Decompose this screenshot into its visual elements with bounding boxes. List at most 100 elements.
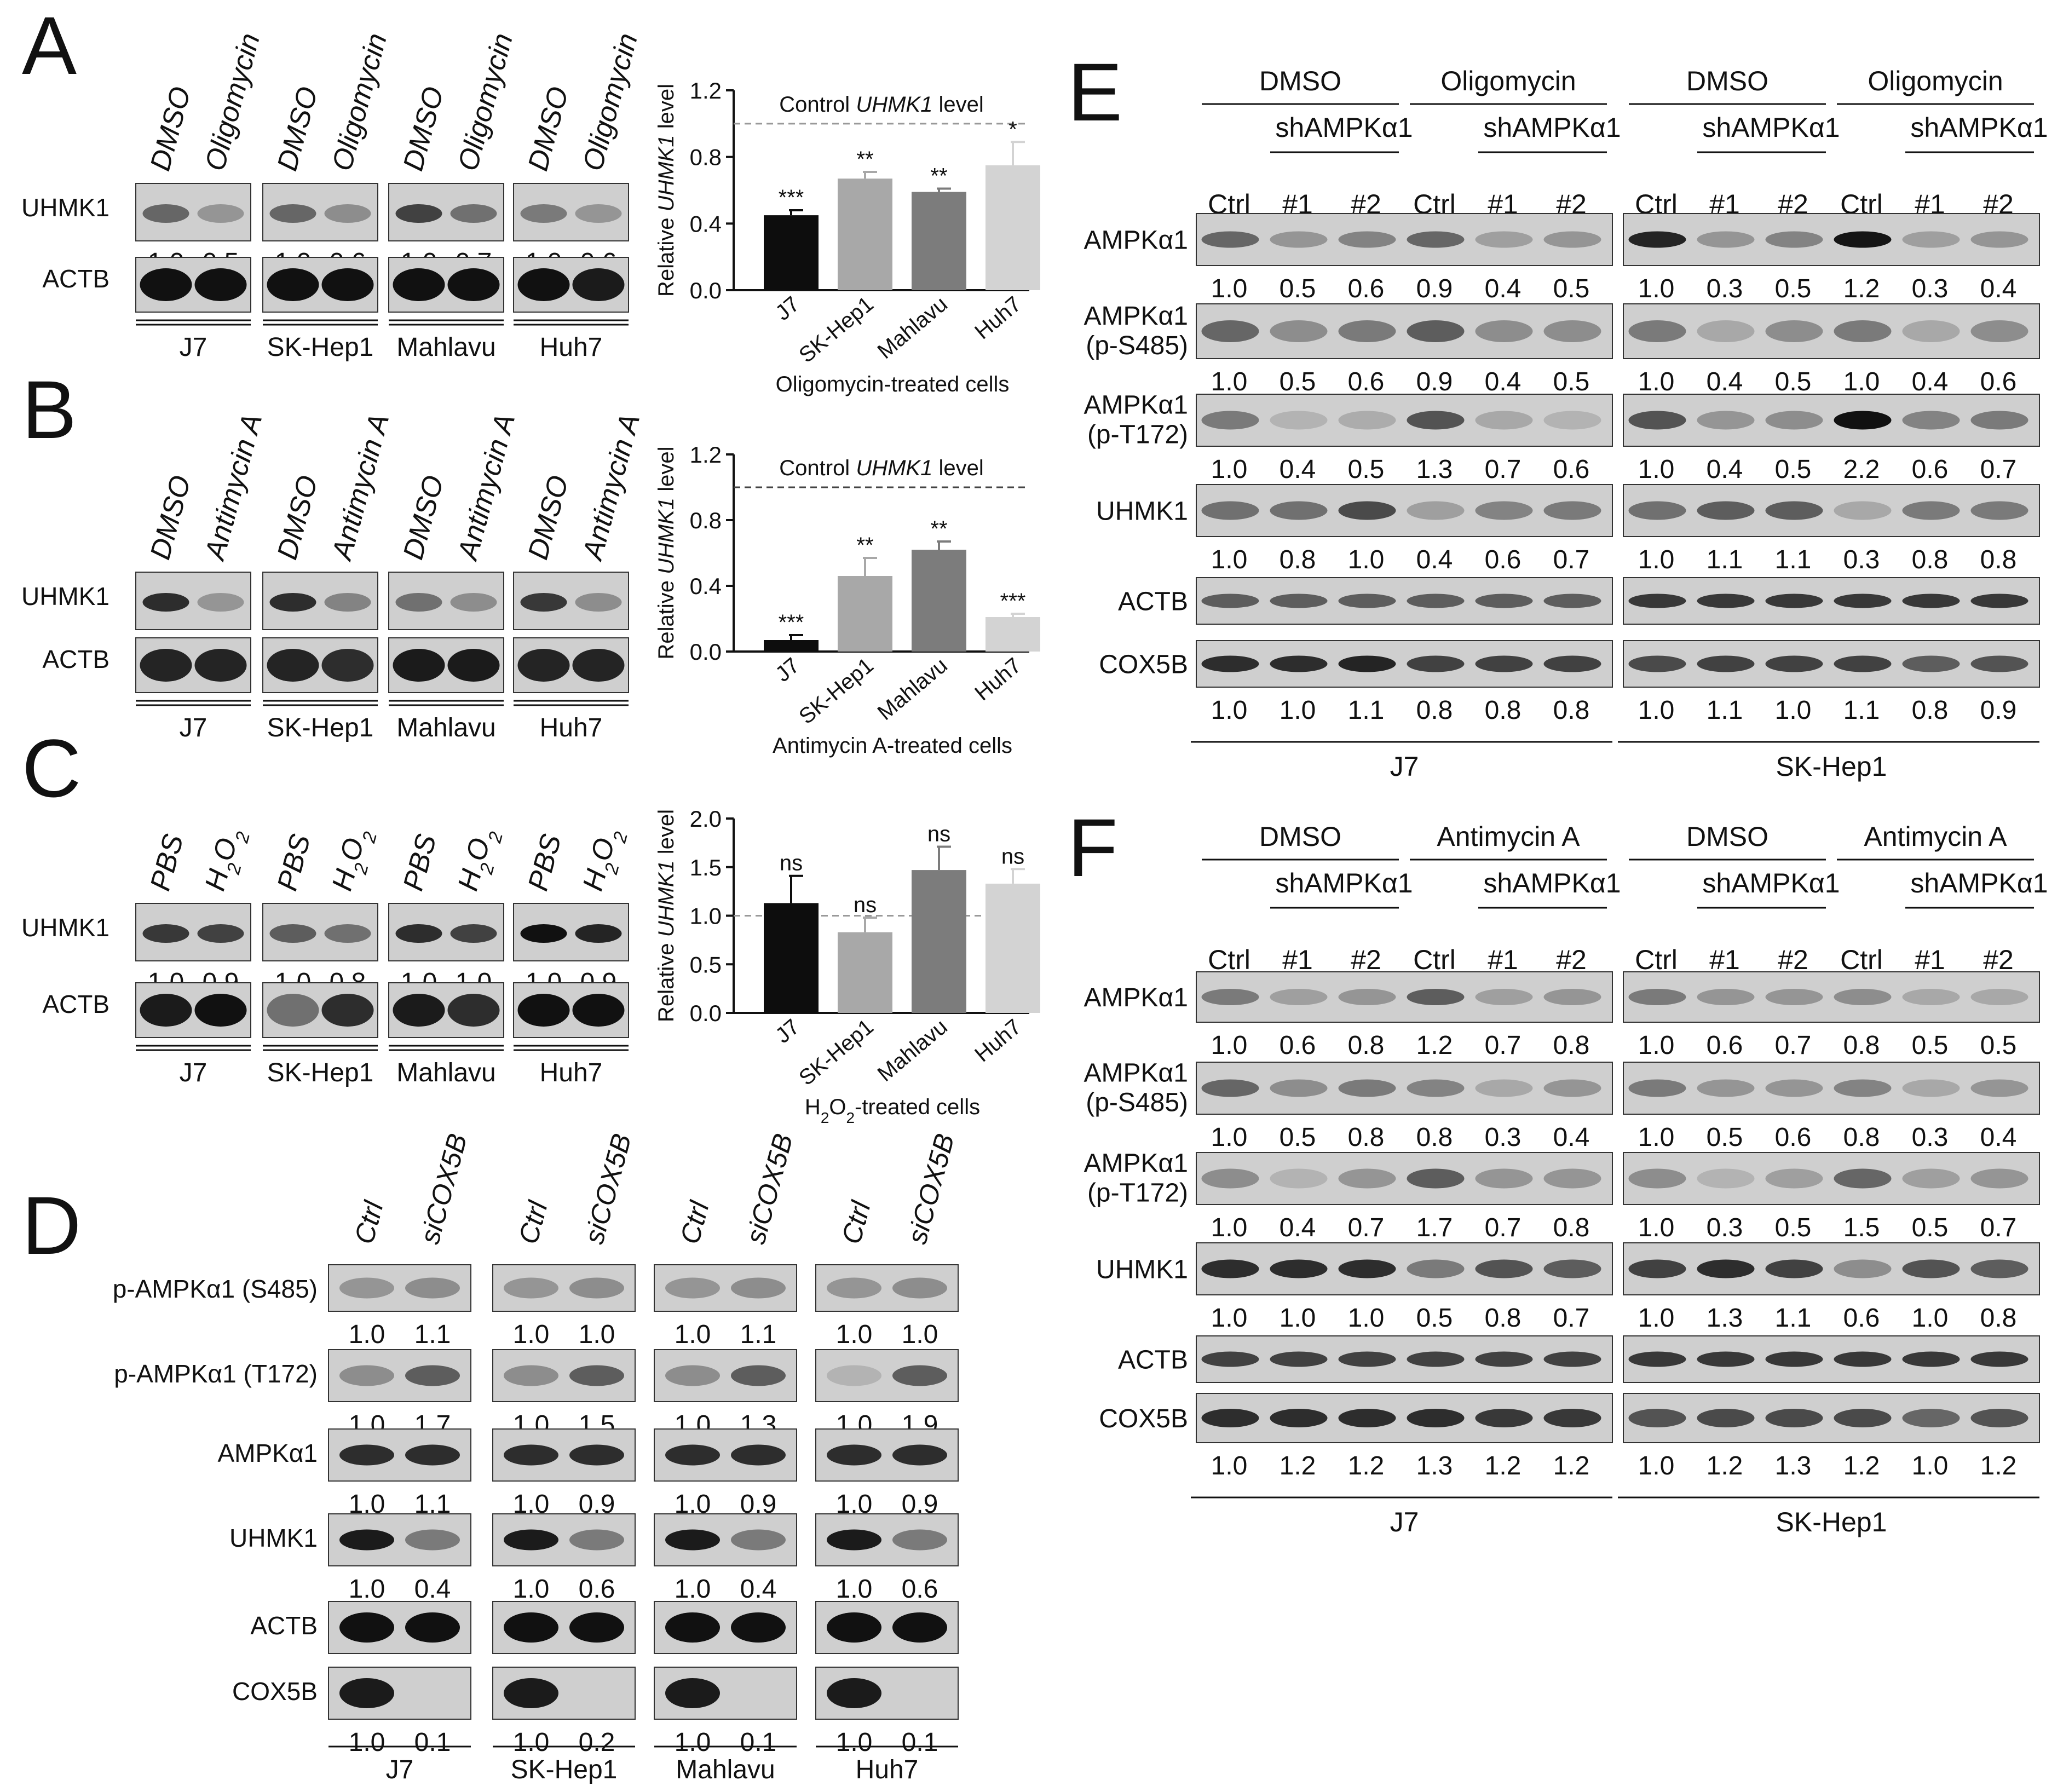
band-actb <box>321 994 374 1027</box>
band <box>1834 411 1892 430</box>
quant-value: 1.0 <box>1211 1213 1248 1242</box>
row-label: AMPKα1 <box>1084 391 1188 420</box>
quant-value: 0.5 <box>1280 274 1316 303</box>
band <box>827 1529 881 1551</box>
lane-label: #1 <box>1488 944 1518 975</box>
quant-value: 0.7 <box>1485 455 1522 484</box>
quant-value: 1.3 <box>1707 1304 1743 1333</box>
y-axis-label: Relative UHMK1 level <box>654 446 678 659</box>
band <box>1628 655 1686 672</box>
quant-value: 0.7 <box>1348 1213 1385 1242</box>
blot-row <box>1196 1335 1613 1383</box>
quant-value: 0.3 <box>1485 1123 1522 1152</box>
blot-0 <box>328 1264 471 1312</box>
blot-row <box>1623 1152 2040 1205</box>
quant-value: 0.5 <box>1775 1213 1812 1242</box>
band-actb <box>267 994 319 1027</box>
row-label-uhmk1: UHMK1 <box>21 913 109 942</box>
band <box>892 1365 947 1386</box>
band-actb <box>140 994 192 1027</box>
band <box>1543 1168 1601 1189</box>
y-tick-label: 1.0 <box>690 903 722 929</box>
band <box>1201 231 1259 248</box>
quant-value: 1.2 <box>1416 1031 1453 1060</box>
quant-value: 0.6 <box>1843 1304 1880 1333</box>
y-tick-label: 1.2 <box>690 78 722 103</box>
band <box>892 1277 947 1299</box>
lane-label: Ctrl <box>1840 944 1883 975</box>
bar <box>764 215 819 290</box>
quant-value: 0.7 <box>1485 1031 1522 1060</box>
band <box>1543 411 1601 430</box>
blot-row <box>1623 394 2040 447</box>
quant-value: 0.5 <box>1980 1031 2017 1060</box>
band <box>827 1612 881 1643</box>
band <box>504 1678 558 1708</box>
treatment-label: DMSO <box>1259 821 1341 852</box>
band <box>1834 1079 1892 1097</box>
row-label: (p-T172) <box>1087 1179 1188 1208</box>
band <box>1697 320 1755 342</box>
band <box>405 1277 460 1299</box>
band <box>1902 231 1960 248</box>
band <box>731 1529 786 1551</box>
sh-label: shAMPKα1 <box>1483 868 1621 898</box>
band <box>1543 655 1601 672</box>
band-uhmk1 <box>324 593 371 612</box>
quant-value: 1.0 <box>1348 1304 1385 1333</box>
panel-letter: B <box>22 364 77 456</box>
band-uhmk1 <box>197 593 244 612</box>
quant-value: 1.0 <box>675 1728 711 1757</box>
row-label-actb: ACTB <box>42 645 109 673</box>
quant-value: 1.0 <box>513 1320 550 1349</box>
band-uhmk1 <box>269 924 316 943</box>
quant-value: 0.4 <box>1553 1123 1590 1152</box>
quant-value: 0.6 <box>1553 455 1590 484</box>
band <box>1338 594 1396 608</box>
quant-value: 0.3 <box>1707 274 1743 303</box>
band <box>1543 231 1601 248</box>
band <box>1765 989 1823 1005</box>
band <box>1338 1409 1396 1427</box>
blot-row <box>1196 640 1613 688</box>
band <box>339 1529 394 1551</box>
band <box>1834 1168 1892 1189</box>
quant-value: 0.8 <box>1980 545 2017 574</box>
quant-value: 1.2 <box>1843 1451 1880 1480</box>
band-actb <box>393 268 445 301</box>
band <box>892 1444 947 1466</box>
quant-value: 1.0 <box>675 1320 711 1349</box>
bar <box>764 903 819 1013</box>
band <box>1270 1351 1328 1367</box>
band <box>1407 320 1465 342</box>
band <box>1697 411 1755 430</box>
sh-label: shAMPKα1 <box>1702 868 1840 898</box>
band-uhmk1 <box>197 204 244 223</box>
band-uhmk1 <box>575 204 622 223</box>
cell-label: J7 <box>180 713 208 742</box>
blot-row <box>1623 1393 2040 1443</box>
band <box>1697 1409 1755 1427</box>
x-axis-label: Oligomycin-treated cells <box>776 372 1010 396</box>
y-tick-label: 0.8 <box>690 508 722 533</box>
quant-value: 1.0 <box>1638 1031 1675 1060</box>
band <box>1834 501 1892 520</box>
band <box>1338 231 1396 248</box>
sh-label: shAMPKα1 <box>1275 868 1413 898</box>
quant-value: 1.0 <box>1638 367 1675 396</box>
band <box>1543 594 1601 608</box>
quant-value: 0.5 <box>1912 1213 1949 1242</box>
panel-letter: A <box>22 0 77 91</box>
row-label: ACTB <box>1118 587 1188 616</box>
blot-uhmk1 <box>513 183 629 241</box>
band <box>1270 989 1328 1005</box>
quant-value: 1.0 <box>349 1728 385 1757</box>
row-label: COX5B <box>232 1677 318 1705</box>
quant-value: 1.0 <box>1912 1304 1949 1333</box>
quant-value: 1.0 <box>836 1728 873 1757</box>
band <box>1475 1168 1533 1189</box>
band <box>1902 1259 1960 1278</box>
y-tick-label: 0.0 <box>690 1000 722 1026</box>
band <box>1338 1168 1396 1189</box>
